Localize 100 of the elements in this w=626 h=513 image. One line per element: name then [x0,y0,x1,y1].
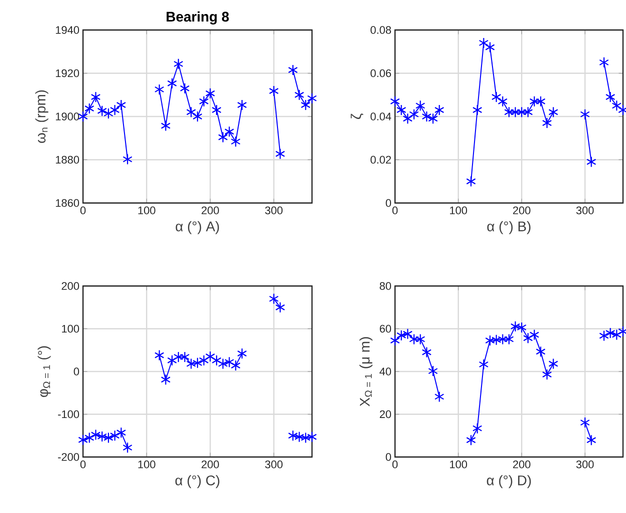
point [192,357,202,368]
y-tick-label: 60 [380,324,392,333]
point [542,368,552,380]
point [516,322,527,333]
point [510,320,520,332]
point [224,126,234,138]
point [174,351,184,362]
point [605,327,616,339]
point [599,56,609,68]
x-tick-label: 300 [576,206,594,214]
x-tick-label: 200 [202,206,219,214]
point [154,84,164,95]
point [428,366,438,377]
point [422,346,432,358]
point [472,104,482,116]
point [548,358,558,370]
x-axis-title: α (°) B) [487,221,530,234]
point [542,117,552,129]
y-tick-label: 1920 [56,69,80,78]
y-tick-label: 0.02 [370,156,391,164]
point [205,350,216,362]
x-tick-label: 200 [513,460,530,468]
point [294,89,304,100]
point [198,354,209,366]
point [212,354,222,366]
point [110,104,120,116]
point [104,432,114,444]
y-tick-label: 40 [380,368,392,376]
point [224,356,234,368]
point [529,96,540,107]
point [434,104,444,116]
y-axis-title: X$_{Ω = 1}$ (μ m) [359,337,372,406]
point [580,108,590,120]
point [174,58,184,70]
point [523,332,533,344]
point [516,106,527,118]
point [186,106,196,118]
chart-title: Bearing 8 [166,11,229,24]
point [428,113,438,124]
point [288,430,298,442]
y-tick-label: 200 [62,282,80,290]
point [599,330,609,342]
y-axis-title: ζ [350,114,364,119]
point [536,96,546,107]
x-tick-label: 100 [450,206,468,214]
point [478,358,489,370]
point [434,391,444,402]
point [466,434,476,446]
y-tick-label: 100 [62,324,80,333]
point [548,106,558,118]
point [212,104,222,116]
point [504,106,514,118]
x-tick-label: 0 [392,206,398,214]
point [409,108,419,120]
point [230,136,241,148]
point [97,430,107,442]
x-tick-label: 0 [392,460,398,468]
point [504,334,514,345]
point [536,346,546,358]
point [415,334,426,345]
point [300,99,311,111]
point [218,132,228,143]
x-axis-title: α (°) A) [176,221,219,234]
point [97,105,107,116]
point [510,106,520,118]
point [485,334,495,346]
point [78,434,88,446]
y-tick-label: -200 [58,453,80,461]
point [586,156,596,168]
point [84,432,94,444]
point [491,334,502,346]
point [390,334,400,346]
point [160,120,171,132]
point [288,64,298,76]
point [472,422,482,434]
x-tick-label: 300 [265,460,283,468]
x-tick-label: 0 [80,460,86,468]
point [466,176,476,187]
point [104,108,114,120]
point [84,102,94,114]
y-axis-title: φ$_{Ω = 1}$ (°) [38,346,51,397]
point [523,106,533,118]
x-tick-label: 300 [576,460,594,468]
point [300,432,311,444]
point [180,82,190,94]
y-tick-label: 1880 [56,156,80,164]
point [275,148,286,160]
point [580,417,590,428]
point [116,427,126,438]
point [167,78,177,89]
point [237,348,247,360]
point [192,110,202,122]
point [122,154,132,165]
point [307,92,317,104]
x-tick-label: 200 [202,460,219,468]
y-tick-label: 1940 [56,26,80,34]
point [294,431,304,442]
y-tick-label: 0 [386,453,392,461]
point [160,374,171,386]
point [116,99,126,111]
